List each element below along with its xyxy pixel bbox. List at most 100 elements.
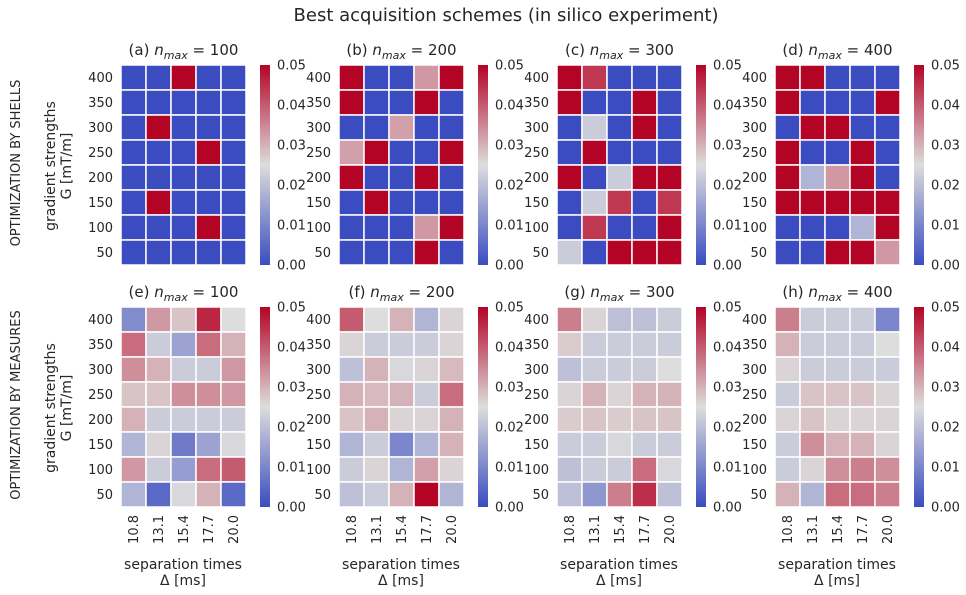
heatmap-cell [631, 214, 658, 241]
colorbar-tick-label: 0.00 [931, 259, 960, 274]
colorbar [260, 65, 270, 265]
heatmap-cell [606, 239, 633, 266]
heatmap-cell [145, 481, 172, 508]
heatmap-h: (h) nmax = 400 400 350 300 250 200 150 100 50 10.… [742, 283, 960, 544]
heatmap-cell [363, 239, 390, 266]
heatmap-cell [145, 381, 172, 408]
colorbar-tick-label: 0.02 [495, 179, 524, 194]
colorbar [914, 307, 924, 507]
heatmap-cell [195, 456, 222, 483]
heatmap-cell [145, 356, 172, 383]
heatmap-cell [581, 356, 608, 383]
x-tick-label: 20.0 [881, 515, 896, 544]
colorbar-tick-label: 0.04 [277, 99, 306, 114]
heatmap-cell [631, 431, 658, 458]
heatmap-cell [774, 406, 801, 433]
heatmap-cell [774, 239, 801, 266]
y-tick-label: 300 [306, 121, 331, 136]
y-tick-label: 50 [314, 488, 331, 503]
heatmap-g: (g) nmax = 300 400 350 300 250 200 150 100 50 10.… [524, 283, 742, 544]
y-tick-label: 250 [524, 146, 549, 161]
y-tick-label: 350 [306, 96, 331, 111]
y-tick-label: 50 [532, 488, 549, 503]
heatmap-cell [413, 381, 440, 408]
heatmap-cell [556, 214, 583, 241]
heatmap-cell [388, 114, 415, 141]
heatmap-cell [120, 139, 147, 166]
colorbar [696, 65, 706, 265]
colorbar-tick-label: 0.04 [495, 99, 524, 114]
xlabel-line1-3: separation times [778, 557, 896, 573]
y-tick-label: 400 [88, 71, 113, 86]
heatmap-cell [656, 381, 683, 408]
heatmap-cell [413, 331, 440, 358]
heatmap-cell [388, 381, 415, 408]
heatmap-cell [799, 214, 826, 241]
x-tick-label: 20.0 [227, 515, 242, 544]
y-tick-label: 200 [524, 413, 549, 428]
heatmap-cell [656, 239, 683, 266]
heatmap-b: (b) nmax = 200 400 350 300 250 200 150 100 50 0.0… [306, 41, 524, 274]
colorbar-tick-label: 0.03 [495, 139, 524, 154]
colorbar [696, 307, 706, 507]
heatmap-cell [438, 64, 465, 91]
heatmap-cell [799, 331, 826, 358]
heatmap-cell [799, 139, 826, 166]
heatmap-cell [874, 356, 901, 383]
colorbar-tick-label: 0.00 [713, 259, 742, 274]
heatmap-cell [656, 164, 683, 191]
panel-title: (h) nmax = 400 [782, 283, 892, 304]
heatmap-cell [220, 89, 247, 116]
heatmap-cell [581, 139, 608, 166]
heatmap-cell [220, 239, 247, 266]
heatmap-cell [824, 406, 851, 433]
heatmap-cell [120, 406, 147, 433]
heatmap-cell [145, 114, 172, 141]
x-tick-label: 17.7 [856, 515, 871, 544]
colorbar-tick-label: 0.03 [713, 139, 742, 154]
heatmap-cell [774, 64, 801, 91]
heatmap-cell [363, 481, 390, 508]
y-tick-label: 400 [524, 313, 549, 328]
x-tick-label: 15.4 [831, 515, 846, 544]
heatmap-cell [556, 381, 583, 408]
x-tick-label: 17.7 [420, 515, 435, 544]
heatmap-cell [799, 456, 826, 483]
heatmap-cell [388, 456, 415, 483]
heatmap-cell [849, 481, 876, 508]
heatmap-cell [413, 164, 440, 191]
colorbar-tick-label: 0.01 [277, 461, 306, 476]
heatmap-a: (a) nmax = 100 400 350 300 250 200 150 100 50 0.0… [88, 41, 306, 274]
heatmap-cell [581, 306, 608, 333]
colorbar-tick-label: 0.00 [277, 501, 306, 516]
heatmap-cell [438, 214, 465, 241]
y-tick-label: 200 [742, 171, 767, 186]
heatmap-cell [874, 331, 901, 358]
heatmap-cell [120, 356, 147, 383]
ylabel-bottom-line1: gradient strengths [43, 343, 59, 473]
y-tick-label: 150 [306, 196, 331, 211]
colorbar-tick-label: 0.04 [931, 99, 960, 114]
heatmap-cell [438, 356, 465, 383]
heatmap-cell [774, 189, 801, 216]
heatmap-cell [874, 481, 901, 508]
colorbar-tick-label: 0.00 [713, 501, 742, 516]
heatmap-cell [656, 306, 683, 333]
heatmap-cell [799, 306, 826, 333]
y-tick-label: 350 [88, 96, 113, 111]
heatmap-cell [581, 64, 608, 91]
x-tick-label: 10.8 [781, 515, 796, 544]
heatmap-cell [170, 356, 197, 383]
heatmap-cell [338, 239, 365, 266]
heatmap-cell [438, 189, 465, 216]
y-tick-label: 150 [88, 438, 113, 453]
heatmap-cell [338, 456, 365, 483]
xlabel-line1-2: separation times [560, 557, 678, 573]
heatmap-cell [874, 381, 901, 408]
heatmap-cell [774, 89, 801, 116]
y-tick-label: 350 [524, 338, 549, 353]
heatmap-cell [774, 164, 801, 191]
heatmap-cell [799, 431, 826, 458]
x-tick-label: 10.8 [345, 515, 360, 544]
heatmap-cell [849, 331, 876, 358]
